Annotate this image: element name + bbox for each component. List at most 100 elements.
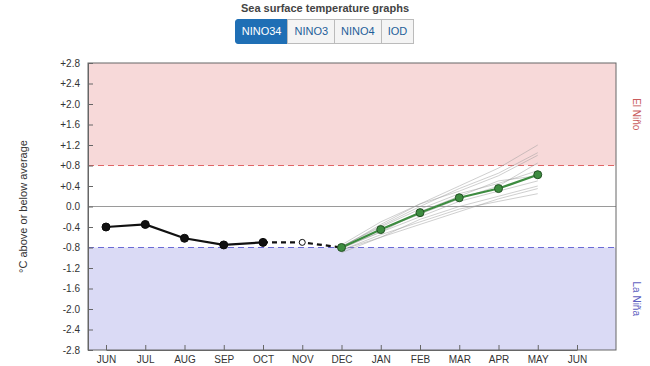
tick-label: -2.0	[63, 304, 81, 315]
tick-label: JAN	[372, 354, 391, 365]
tick-label: DEC	[331, 354, 352, 365]
tick-mark	[263, 345, 264, 350]
series-point	[455, 194, 463, 202]
tick-label: APR	[489, 354, 510, 365]
plot-frame	[88, 63, 616, 350]
tick-label: MAR	[449, 354, 471, 365]
tab[interactable]: NINO3	[287, 19, 335, 44]
plot-data	[102, 145, 542, 253]
x-tick: MAR	[449, 345, 471, 365]
series-point	[260, 239, 266, 245]
axis-line	[107, 350, 578, 351]
y-axis: +2.8 +2.4 +2.0 +1.6 +1.2 +0.8 +0.4 0.0 -0.4 -0.8 -…	[60, 58, 93, 356]
tick-label: MAY	[528, 354, 549, 365]
series-line	[342, 194, 538, 250]
x-tick: JUL	[137, 345, 155, 365]
threshold-bands	[88, 63, 616, 350]
y-tick: -2.0	[63, 304, 93, 315]
tick-mark	[459, 345, 460, 350]
series-point	[181, 234, 189, 242]
tick-mark	[185, 345, 186, 350]
tick-label: 0.0	[66, 201, 80, 212]
x-tick: FEB	[411, 345, 431, 365]
tick-mark	[577, 345, 578, 350]
tick-mark	[302, 345, 303, 350]
tick-mark	[88, 268, 93, 269]
series-point	[339, 245, 345, 251]
y-tick: +2.0	[60, 99, 93, 110]
tab[interactable]: NINO34	[235, 19, 289, 44]
series-point	[534, 171, 542, 179]
page-title: Sea surface temperature graphs	[0, 1, 650, 16]
series-line	[342, 176, 538, 248]
x-tick: OCT	[253, 345, 274, 365]
series-point	[416, 209, 424, 217]
tick-mark	[499, 345, 500, 350]
series-point	[141, 220, 149, 228]
tick-mark	[106, 345, 107, 350]
tick-mark	[88, 350, 93, 351]
tick-label: +2.8	[60, 58, 80, 69]
y-tick: +2.4	[60, 78, 93, 89]
tick-label: JUN	[568, 354, 587, 365]
tick-mark	[88, 330, 93, 331]
tick-label: AUG	[174, 354, 196, 365]
tick-label: +1.6	[60, 119, 80, 130]
x-tick: SEP	[214, 345, 234, 365]
tick-label: -1.2	[63, 263, 81, 274]
tick-label: -0.8	[63, 242, 81, 253]
tick-mark	[538, 345, 539, 350]
tick-mark	[381, 345, 382, 350]
tab[interactable]: NINO4	[334, 19, 382, 44]
tick-mark	[420, 345, 421, 350]
tick-mark	[145, 345, 146, 350]
tick-mark	[88, 125, 93, 126]
x-tick: NOV	[292, 345, 314, 365]
y-tick: -0.4	[63, 222, 93, 233]
chart: El Niño La Niña +2.8 +2.4 +2.0 +1.6 +1.2 +0.8 +0…	[0, 0, 650, 366]
tick-label: -2.4	[63, 324, 81, 335]
tick-mark	[88, 207, 93, 208]
series-point	[377, 226, 385, 234]
y-axis-title: °C above or below average	[17, 140, 29, 273]
y-tick: +0.4	[60, 181, 93, 192]
tick-mark	[88, 104, 93, 105]
y-tick: -1.6	[63, 283, 93, 294]
tick-mark	[88, 63, 93, 64]
x-tick: JUN	[568, 345, 587, 365]
tick-mark	[88, 84, 93, 85]
threshold-label: La Niña	[631, 282, 642, 317]
zero-line	[88, 206, 616, 207]
series-line	[342, 153, 538, 247]
threshold-line	[88, 247, 616, 248]
tab-bar: NINO34NINO3NINO4IOD	[0, 19, 650, 44]
y-tick: -1.2	[63, 263, 93, 274]
y-tick: 0.0	[66, 201, 93, 212]
tick-label: JUL	[137, 354, 155, 365]
tick-mark	[342, 345, 343, 350]
tick-mark	[88, 227, 93, 228]
y-tick: +1.2	[60, 140, 93, 151]
tick-label: +0.8	[60, 160, 80, 171]
series-line	[106, 224, 263, 245]
tab[interactable]: IOD	[381, 19, 415, 44]
tick-label: SEP	[214, 354, 234, 365]
tick-label: +2.0	[60, 99, 80, 110]
x-tick: AUG	[174, 345, 196, 365]
series-line	[342, 189, 538, 253]
tick-label: FEB	[411, 354, 431, 365]
y-tick: -2.8	[63, 345, 93, 356]
threshold-band	[88, 248, 616, 351]
series-line	[342, 163, 538, 248]
tick-label: JUN	[97, 354, 116, 365]
tick-label: -1.6	[63, 283, 81, 294]
tick-mark	[88, 289, 93, 290]
tick-label: OCT	[253, 354, 274, 365]
tick-mark	[88, 145, 93, 146]
series-line	[342, 181, 538, 249]
series-line	[342, 175, 538, 248]
threshold-label: El Niño	[631, 98, 642, 131]
x-tick: MAY	[528, 345, 549, 365]
tick-mark	[88, 186, 93, 187]
tick-mark	[88, 248, 93, 249]
